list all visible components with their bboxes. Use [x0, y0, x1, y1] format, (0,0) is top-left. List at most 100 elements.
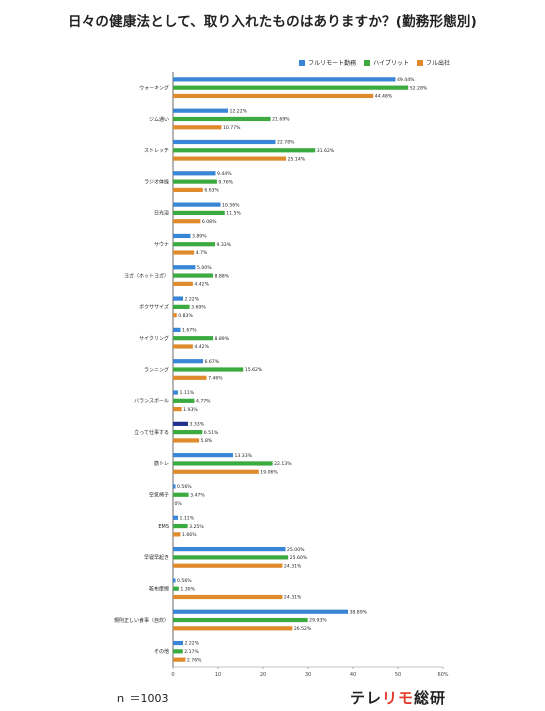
data-label: 1.66%	[182, 532, 197, 538]
category-label: ジム通い	[149, 116, 169, 123]
bar	[173, 116, 271, 122]
data-label: 24.31%	[284, 595, 302, 601]
category-label: EMS	[158, 524, 169, 530]
category-label: ストレッチ	[144, 148, 169, 154]
legend-swatch	[364, 59, 371, 66]
category-label: 筋トレ	[154, 460, 169, 467]
category-label: バランスボール	[134, 398, 169, 405]
bar	[173, 578, 176, 583]
data-label: 13.33%	[234, 453, 252, 459]
data-label: 6.08%	[202, 219, 217, 225]
data-label: 9.76%	[218, 179, 233, 185]
bar	[173, 85, 409, 90]
x-tick-label: 40	[350, 672, 356, 678]
bar	[173, 93, 374, 99]
data-label: 25.60%	[290, 555, 308, 561]
bar	[173, 640, 183, 646]
bar	[173, 484, 176, 489]
legend-label: ハイブリット	[373, 60, 409, 67]
data-label: 1.93%	[183, 407, 198, 413]
data-label: 1.11%	[179, 515, 194, 521]
bar	[173, 438, 200, 443]
bar	[173, 202, 221, 207]
bar	[173, 344, 193, 349]
data-label: 29.93%	[309, 618, 327, 624]
data-label: 3.69%	[191, 305, 206, 311]
category-label: 空気椅子	[149, 492, 169, 499]
data-label: 6.67%	[205, 359, 220, 365]
sample-size-label: ｎ ＝1003	[115, 692, 169, 705]
bar	[173, 398, 195, 403]
chart-title: 日々の健康法として、取り入れたものはありますか？(勤務形態別)	[68, 14, 477, 30]
category-label: 立って仕事する	[134, 429, 169, 436]
logo-part: テレ	[350, 689, 383, 707]
data-label: 2.17%	[184, 649, 199, 655]
bar	[173, 626, 293, 631]
data-label: 19.06%	[260, 469, 278, 475]
data-label: 31.62%	[317, 148, 335, 154]
bar	[173, 546, 286, 552]
x-tick-label: 60%	[437, 672, 448, 678]
bar	[173, 461, 273, 466]
category-label: ラジオ体操	[144, 178, 169, 185]
data-label: 2.76%	[187, 657, 202, 663]
bar	[173, 313, 177, 318]
data-label: 22.13%	[274, 461, 292, 467]
bar	[173, 586, 179, 591]
data-label: 0.56%	[177, 578, 192, 584]
bar	[173, 108, 228, 113]
x-tick-label: 10	[215, 672, 221, 678]
category-label: サイクリング	[139, 335, 169, 342]
category-label: ボクササイズ	[139, 304, 169, 311]
category-label: サウナ	[154, 241, 169, 248]
data-label: 26.52%	[294, 626, 312, 632]
bar	[173, 148, 316, 153]
bar	[173, 555, 289, 560]
data-label: 5.00%	[197, 265, 212, 271]
data-label: 3.25%	[189, 524, 204, 530]
data-label: 2.22%	[184, 296, 199, 302]
bar	[173, 649, 183, 654]
bar	[173, 453, 233, 458]
category-label: 日光浴	[154, 210, 169, 217]
data-label: 24.31%	[284, 563, 302, 569]
bar	[173, 657, 186, 662]
bar	[173, 281, 193, 286]
data-label: 6.63%	[204, 188, 219, 194]
bar	[173, 156, 287, 161]
data-label: 4.7%	[196, 250, 208, 256]
bar	[173, 515, 178, 520]
data-label: 7.46%	[208, 376, 223, 382]
bar	[173, 367, 244, 372]
data-label: 25.00%	[287, 547, 305, 553]
bar	[173, 469, 259, 474]
data-label: 8.89%	[215, 336, 230, 342]
data-label: 4.42%	[194, 344, 209, 350]
legend-label: フルリモート勤務	[308, 60, 357, 67]
data-label: 25.14%	[288, 156, 306, 162]
data-label: 21.69%	[272, 117, 290, 123]
bar	[173, 390, 178, 395]
category-label: ウォーキング	[139, 84, 169, 91]
category-label: 早寝早起き	[144, 554, 169, 561]
data-label: 2.22%	[184, 641, 199, 647]
bar	[173, 219, 201, 224]
data-label: 44.48%	[375, 94, 393, 100]
bar	[173, 407, 182, 412]
bar	[173, 273, 213, 278]
data-label: 3.89%	[192, 234, 207, 240]
logo-part-accent: リモ	[382, 689, 415, 707]
data-label: 22.78%	[277, 140, 295, 146]
legend-item-full-remote: フルリモート勤務	[299, 58, 356, 67]
bar	[173, 532, 181, 537]
bar	[173, 327, 181, 332]
data-label: 0.83%	[178, 313, 193, 319]
data-label: 3.47%	[190, 492, 205, 498]
data-label: 6.51%	[204, 430, 219, 436]
bar	[173, 609, 349, 614]
data-label: 8.88%	[214, 273, 229, 279]
bar	[173, 617, 308, 623]
bar	[173, 171, 216, 176]
category-label: ランニング	[144, 366, 169, 373]
